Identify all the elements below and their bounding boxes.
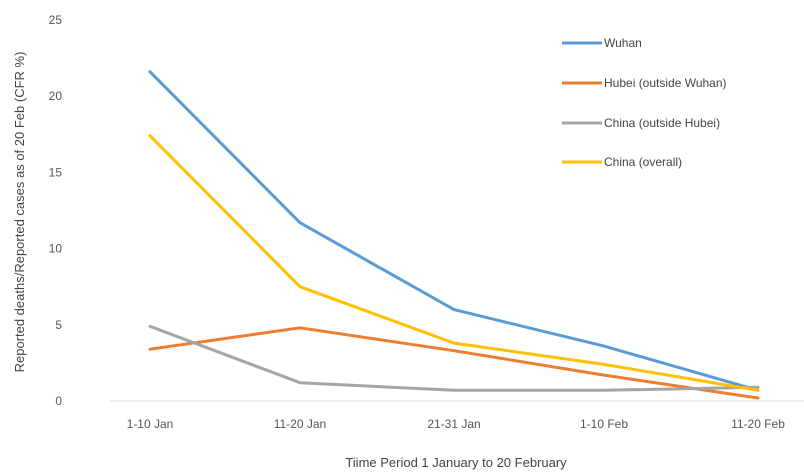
legend-label: China (outside Hubei)	[604, 116, 720, 130]
series-line-2	[148, 324, 760, 392]
legend-label: Wuhan	[604, 36, 642, 50]
x-axis: 1-10 Jan 11-20 Jan 21-31 Jan 1-10 Feb 11-20 …	[127, 417, 786, 431]
x-tick-label: 11-20 Feb	[731, 417, 785, 431]
y-tick-label: 10	[49, 242, 63, 256]
series-line-1	[148, 326, 760, 400]
x-tick-label: 1-10 Feb	[580, 417, 628, 431]
x-axis-title: Tiime Period 1 January to 20 February	[345, 455, 567, 470]
y-tick-label: 0	[55, 394, 62, 408]
y-tick-label: 15	[49, 165, 63, 179]
y-tick-label: 25	[49, 13, 63, 27]
y-axis: 0 5 10 15 20 25	[49, 13, 63, 408]
y-axis-title: Reported deaths/Reported cases as of 20 …	[12, 52, 27, 373]
y-tick-label: 20	[49, 89, 63, 103]
series-line-3	[148, 134, 760, 392]
legend-label: Hubei (outside Wuhan)	[604, 76, 727, 90]
legend: Wuhan Hubei (outside Wuhan) China (outside…	[562, 36, 727, 169]
x-tick-label: 11-20 Jan	[274, 417, 326, 431]
x-tick-label: 1-10 Jan	[127, 417, 174, 431]
legend-label: China (overall)	[604, 155, 682, 169]
series-line-0	[148, 70, 760, 392]
plot-lines	[148, 70, 760, 400]
y-tick-label: 5	[55, 318, 62, 332]
x-tick-label: 21-31 Jan	[427, 417, 480, 431]
